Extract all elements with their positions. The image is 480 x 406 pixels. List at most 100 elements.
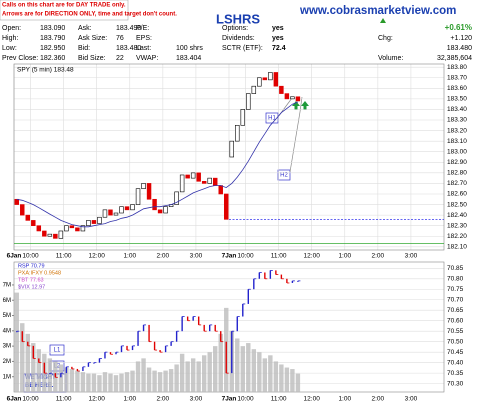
candle [124, 206, 130, 211]
quote-label: Prev Close: [2, 55, 38, 62]
quote-value: 182.950 [40, 45, 65, 52]
y-tick-label: 182.20 [447, 233, 467, 240]
volume-bar [157, 372, 163, 392]
volume-bar [268, 355, 273, 392]
quote-label: Ask: [78, 25, 92, 32]
volume-bar [262, 358, 268, 392]
candle [64, 225, 69, 232]
candle [229, 140, 234, 158]
volume-bar [14, 292, 19, 392]
volume-bar [141, 358, 146, 392]
y-tick-label: 182.90 [447, 159, 467, 166]
y-tick-label: 70.30 [447, 380, 464, 387]
y2-tick-label: 7M [3, 283, 11, 289]
candle [108, 209, 113, 216]
direction-arrows [292, 101, 309, 110]
candle [190, 172, 196, 179]
candle [273, 72, 279, 87]
quote-value: 183.480 [116, 45, 141, 52]
y-tick-label: 70.65 [447, 307, 464, 314]
volume-bar [75, 370, 80, 392]
candle [75, 227, 80, 232]
volume-bar [251, 349, 257, 392]
candle [212, 177, 218, 186]
annotation: H1 [268, 116, 276, 122]
quote-label: Ask Size: [78, 35, 107, 42]
website: www.cobrasmarketview.com [299, 5, 456, 17]
quote-value: 183.090 [40, 25, 65, 32]
volume-bar [80, 372, 86, 392]
annotation-box [49, 344, 65, 356]
y-tick-label: 70.50 [447, 338, 464, 345]
x-tick-label: 7Jan [222, 253, 237, 260]
quote-label: Bid: [78, 45, 90, 52]
x-tick-label: 11:00 [271, 396, 287, 403]
candle [58, 230, 64, 239]
y-tick-label: 183.10 [447, 138, 467, 145]
quote-value: 22 [116, 55, 124, 62]
x-tick-label: 11:00 [271, 253, 287, 260]
volume-bar [152, 370, 157, 392]
y-tick-label: 182.10 [447, 244, 467, 251]
moving-average [16, 101, 299, 228]
x-tick-label: 3:00 [405, 253, 418, 260]
x-tick-label: 12:00 [304, 396, 321, 403]
volume-bar [36, 349, 42, 392]
y-tick-label: 70.80 [447, 275, 464, 282]
candle [91, 220, 97, 224]
x-tick-label: 1:00 [123, 253, 136, 260]
candle [97, 216, 102, 224]
note-line: Calls on this chart are for DAY TRADE on… [2, 3, 126, 9]
candle [224, 193, 229, 220]
y-tick-label: 182.60 [447, 191, 467, 198]
x-tick-label: 11:00 [56, 396, 72, 403]
candle [80, 225, 86, 232]
candle [268, 72, 273, 81]
y-tick-label: 183.00 [447, 148, 467, 155]
volume-bar [47, 358, 53, 392]
y-tick-label: 70.40 [447, 359, 464, 366]
y-tick-label: 70.55 [447, 328, 464, 335]
y2-tick-label: 1M [3, 374, 11, 380]
annotation: H2 [280, 173, 288, 179]
note-box [0, 0, 129, 21]
candle [196, 172, 201, 182]
volume-bar [240, 346, 245, 392]
candle [25, 214, 31, 221]
volume-bar [20, 323, 25, 392]
legend-entry: $VIX 12.97 [18, 284, 45, 290]
y-tick-label: 183.80 [447, 64, 467, 71]
quote-value: 72.4 [272, 45, 286, 52]
candle [163, 206, 168, 214]
candle [207, 177, 212, 184]
plot-frame [13, 261, 445, 393]
candle [185, 174, 190, 179]
quote-value: +1.120 [450, 35, 472, 42]
chart-title: SPY (5 min) 183.48 [17, 67, 74, 74]
volume-bar [124, 372, 130, 392]
candle [130, 204, 135, 211]
volume-bar [64, 367, 69, 392]
candle [36, 225, 42, 232]
quote-label: VWAP: [136, 55, 158, 62]
candle [295, 96, 301, 102]
candle [262, 77, 268, 81]
volume-bar [273, 361, 279, 392]
candle [113, 212, 119, 216]
x-tick-label: 1:00 [123, 396, 136, 403]
candle [279, 85, 284, 94]
quote-label: Options: [222, 25, 248, 32]
volume-bar [279, 364, 284, 392]
y-tick-label: 183.60 [447, 85, 467, 92]
y-tick-label: 182.40 [447, 212, 467, 219]
candle [257, 77, 262, 87]
quote-value: 76 [116, 35, 124, 42]
volume-bar [201, 355, 207, 392]
y2-tick-label: 4M [3, 328, 11, 334]
quote-value: yes [272, 25, 284, 32]
x-tick-label: 12:00 [89, 253, 106, 260]
y-tick-label: 182.80 [447, 170, 467, 177]
volume-bar [69, 369, 75, 392]
y-tick-label: 183.20 [447, 127, 467, 134]
